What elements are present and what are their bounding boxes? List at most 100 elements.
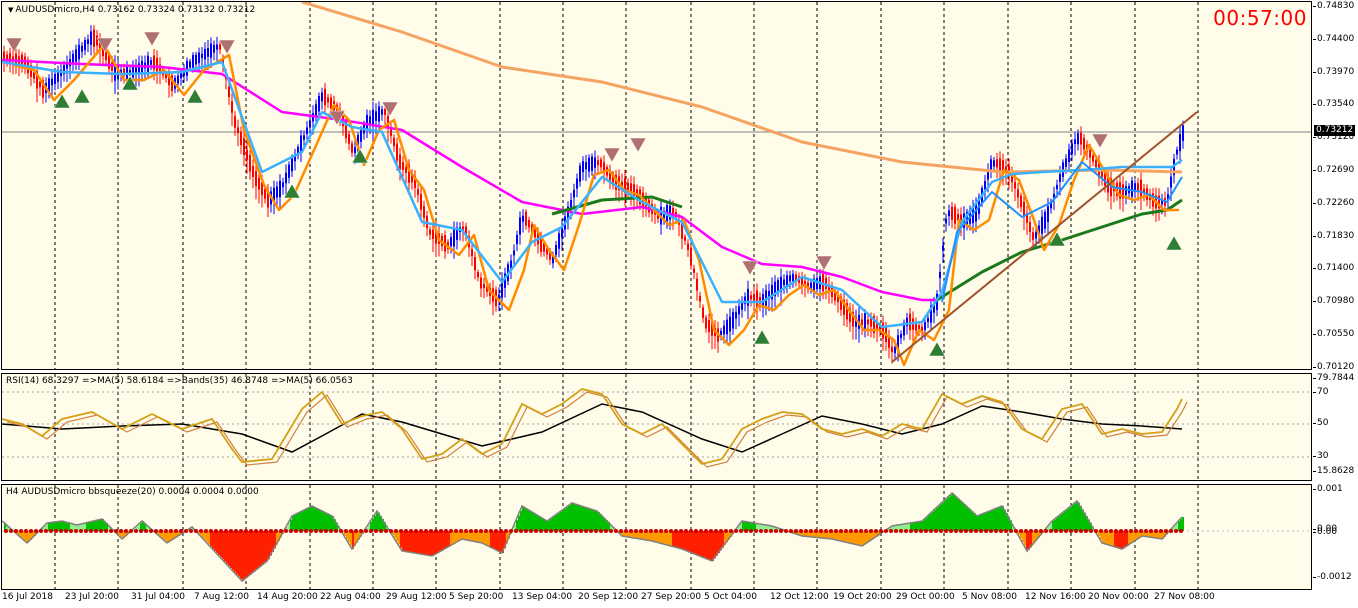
bbsqueeze-bar [174,531,176,539]
bbsqueeze-bar [936,507,938,531]
candle-body [1065,158,1067,167]
bbsqueeze-bar [960,500,962,531]
bbsqueeze-bar [994,509,996,531]
bbsqueeze-bar [694,531,696,554]
bbsqueeze-bar [148,526,150,531]
candle-body [303,135,305,140]
candle-body [267,189,269,208]
candle-body [1179,134,1181,152]
squeeze-dot [1169,529,1173,533]
ma-lightblue-line [2,60,1183,329]
bbsqueeze-bar [246,531,248,578]
bbsqueeze-bar [448,531,450,547]
bbsqueeze-bar [170,531,172,542]
candle-body [201,53,203,59]
bbsqueeze-bar [120,531,122,537]
squeeze-dot [669,529,673,533]
squeeze-dot [1084,529,1088,533]
squeeze-dot [274,529,278,533]
bbsqueeze-bar [564,508,566,531]
squeeze-dot [414,529,418,533]
squeeze-dot [434,529,438,533]
candle-body [87,39,89,45]
bbsqueeze-bar [496,531,498,550]
bbsqueeze-bar [226,531,228,564]
bbsqueeze-bar [1132,531,1134,543]
candle-body [156,57,158,72]
bbsqueeze-bar [1008,516,1010,531]
squeeze-dot [149,529,153,533]
bbsqueeze-bar [814,531,816,538]
collapse-triangle-icon[interactable]: ▼ [8,6,14,14]
squeeze-dot [209,529,213,533]
bbsqueeze-bar [82,523,84,531]
bbsqueeze-pane[interactable]: H4 AUDUSDmicro bbsqueeze(20) 0.0004 0.00… [1,484,1312,590]
bbsqueeze-bar [414,531,416,553]
candle-body [771,284,773,300]
candle-body [12,56,14,62]
squeeze-dot [344,529,348,533]
candle-body [546,248,548,255]
squeeze-dot [569,529,573,533]
bbsqueeze-bar [264,531,266,564]
squeeze-dot [1024,529,1028,533]
squeeze-dot [139,529,143,533]
squeeze-dot [54,529,58,533]
bbsqueeze-bar [132,530,134,531]
candle-body [9,53,11,64]
squeeze-dot [504,529,508,533]
squeeze-dot [4,529,8,533]
squeeze-dot [1094,529,1098,533]
candle-body [1038,225,1040,236]
candle-body [63,65,65,75]
candle-body [384,109,386,115]
candle-body [777,280,779,293]
bbsqueeze-bar [444,531,446,550]
bbsqueeze-bar [906,523,908,531]
price-chart-pane[interactable]: ▼ AUDUSDmicro,H4 0.73162 0.73324 0.73132 … [1,1,1312,370]
time-label: 14 Aug 20:00 [257,592,318,602]
candle-body [390,128,392,136]
squeeze-dot [814,529,818,533]
squeeze-dot [939,529,943,533]
candle-body [774,281,776,297]
bbsqueeze-bar [48,522,50,531]
squeeze-dot [1049,529,1053,533]
bbsqueeze-bar [536,514,538,531]
squeeze-dot [489,529,493,533]
bbsqueeze-bar [820,531,822,538]
squeeze-dot [859,529,863,533]
bbsqueeze-bar [646,531,648,540]
bbsqueeze-bar [970,509,972,531]
candle-body [1095,160,1097,168]
squeeze-dot [49,529,53,533]
bbsqueeze-bar [1160,531,1162,539]
bbsqueeze-bar [1124,531,1126,548]
bbsqueeze-bar [808,531,810,537]
bbsqueeze-bar [776,527,778,531]
sell-arrow-icon [5,37,23,53]
bbsqueeze-bar [742,521,744,531]
candle-body [168,73,170,86]
candle-body [1119,182,1121,199]
bbsqueeze-bar [292,516,294,531]
bbsqueeze-bar [964,504,966,531]
bbsqueeze-bar [468,531,470,541]
bbsqueeze-bar [966,505,968,531]
squeeze-dot [204,529,208,533]
squeeze-dot [774,529,778,533]
candle-body [450,237,452,247]
bbsqueeze-bar [434,531,436,555]
time-label: 5 Sep 20:00 [449,592,504,602]
rsi-pane[interactable]: RSI(14) 68.3297 =>MA(5) 58.6184 =>Bands(… [1,373,1312,481]
squeeze-dot [79,529,83,533]
squeeze-dot [69,529,73,533]
bbsqueeze-bar [172,531,174,540]
squeeze-dot [524,529,528,533]
candle-body [159,64,161,72]
bbsqueeze-bar [544,519,546,531]
bbsqueeze-bar [322,511,324,531]
bbsqueeze-bar [762,524,764,531]
squeeze-dot [359,529,363,533]
bbsqueeze-bar [1060,514,1062,531]
